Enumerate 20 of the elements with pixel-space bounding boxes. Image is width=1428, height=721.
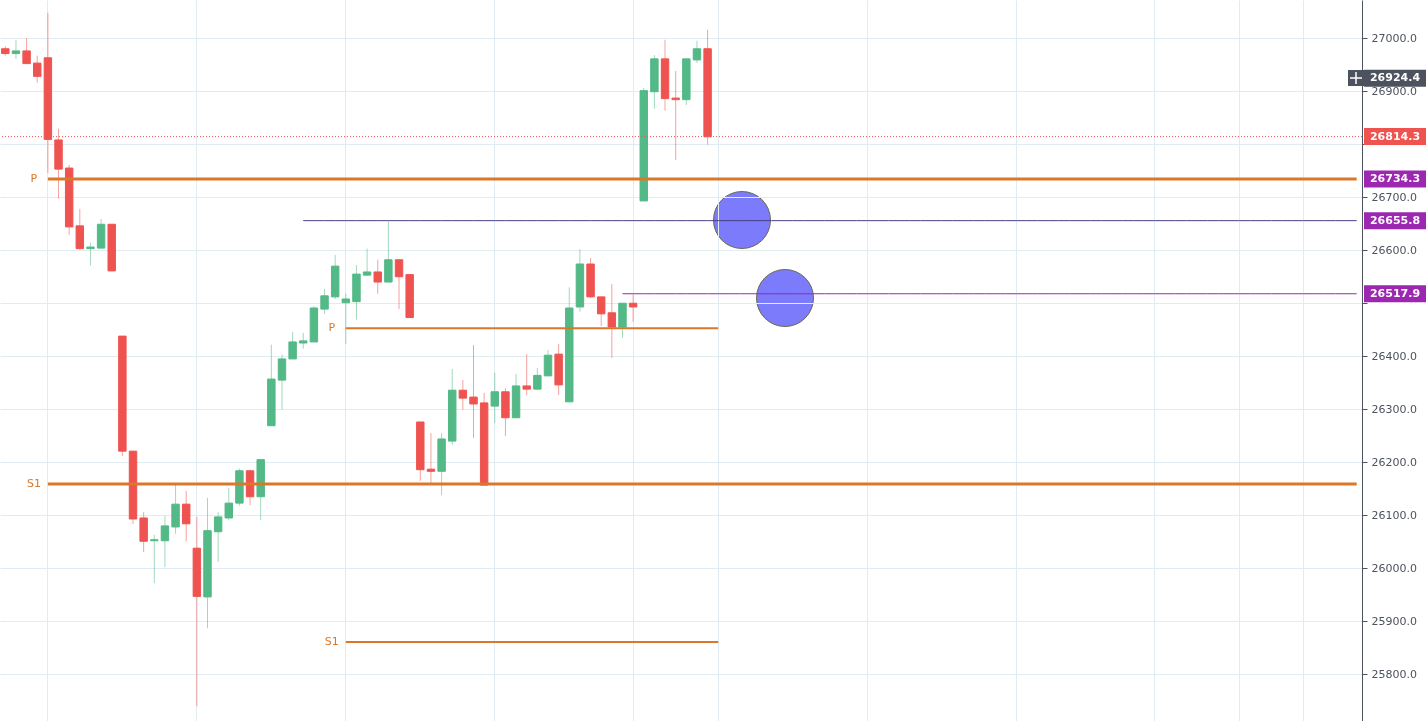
y-tick-label: 26200.0 — [1371, 455, 1417, 469]
text: 26655.8 — [1369, 213, 1421, 227]
series-label: S1 — [26, 477, 41, 491]
y-tick-label: 26400.0 — [1371, 349, 1417, 363]
ref-line-label: 26814.3 — [1369, 129, 1421, 143]
series-label: S1 — [324, 635, 339, 649]
y-tick-label: 25800.0 — [1371, 667, 1417, 681]
text: 26517.9 — [1369, 286, 1421, 300]
y-tick-label: 27000.0 — [1371, 31, 1417, 45]
y-tick-label: 26700.0 — [1371, 190, 1417, 204]
y-tick-label: 25900.0 — [1371, 614, 1417, 628]
y-tick-label: 26100.0 — [1371, 508, 1417, 522]
text: 26924.4 — [1369, 71, 1421, 85]
text: 26734.3 — [1369, 172, 1421, 186]
y-tick-label: 26600.0 — [1371, 243, 1417, 257]
y-tick-label: 26900.0 — [1371, 84, 1417, 98]
series-label: P — [328, 321, 336, 335]
y-tick-label: 26000.0 — [1371, 561, 1417, 575]
series-label: P — [30, 172, 38, 186]
y-tick-label: 26300.0 — [1371, 402, 1417, 416]
